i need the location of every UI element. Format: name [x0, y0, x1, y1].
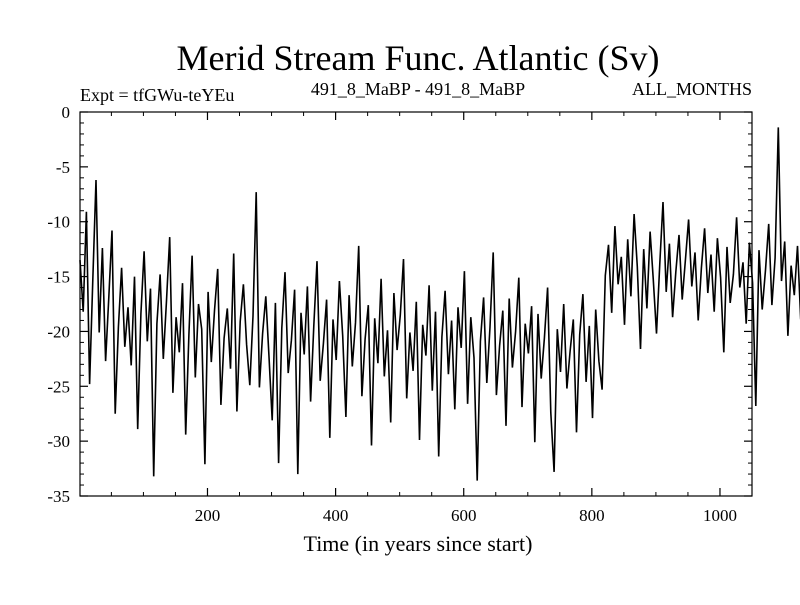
x-tick-label: 800	[579, 506, 605, 525]
period-label: ALL_MONTHS	[632, 79, 752, 99]
y-tick-label: -10	[47, 213, 70, 232]
y-tick-label: -35	[47, 487, 70, 506]
y-tick-label: -15	[47, 268, 70, 287]
expt-label: Expt = tfGWu-teYEu	[80, 85, 234, 105]
y-tick-label: -25	[47, 377, 70, 396]
plot-frame	[79, 111, 753, 497]
x-tick-label: 1000	[703, 506, 737, 525]
comparison-label: 491_8_MaBP - 491_8_MaBP	[311, 79, 525, 99]
y-tick-label: -20	[47, 322, 70, 341]
x-tick-label: 600	[451, 506, 477, 525]
chart-title: Merid Stream Func. Atlantic (Sv)	[177, 38, 660, 78]
x-axis-label: Time (in years since start)	[304, 531, 533, 556]
axis-ticks: 0 -5 -10 -15 -20 -25 -30 -35 200 400 600 800 1000	[47, 103, 752, 525]
series-layer	[79, 127, 800, 481]
y-tick-label: 0	[62, 103, 71, 122]
y-tick-label: -5	[56, 158, 70, 177]
x-tick-label: 200	[195, 506, 221, 525]
series-line-0	[79, 127, 800, 481]
x-tick-label: 400	[323, 506, 349, 525]
y-tick-label: -30	[47, 432, 70, 451]
